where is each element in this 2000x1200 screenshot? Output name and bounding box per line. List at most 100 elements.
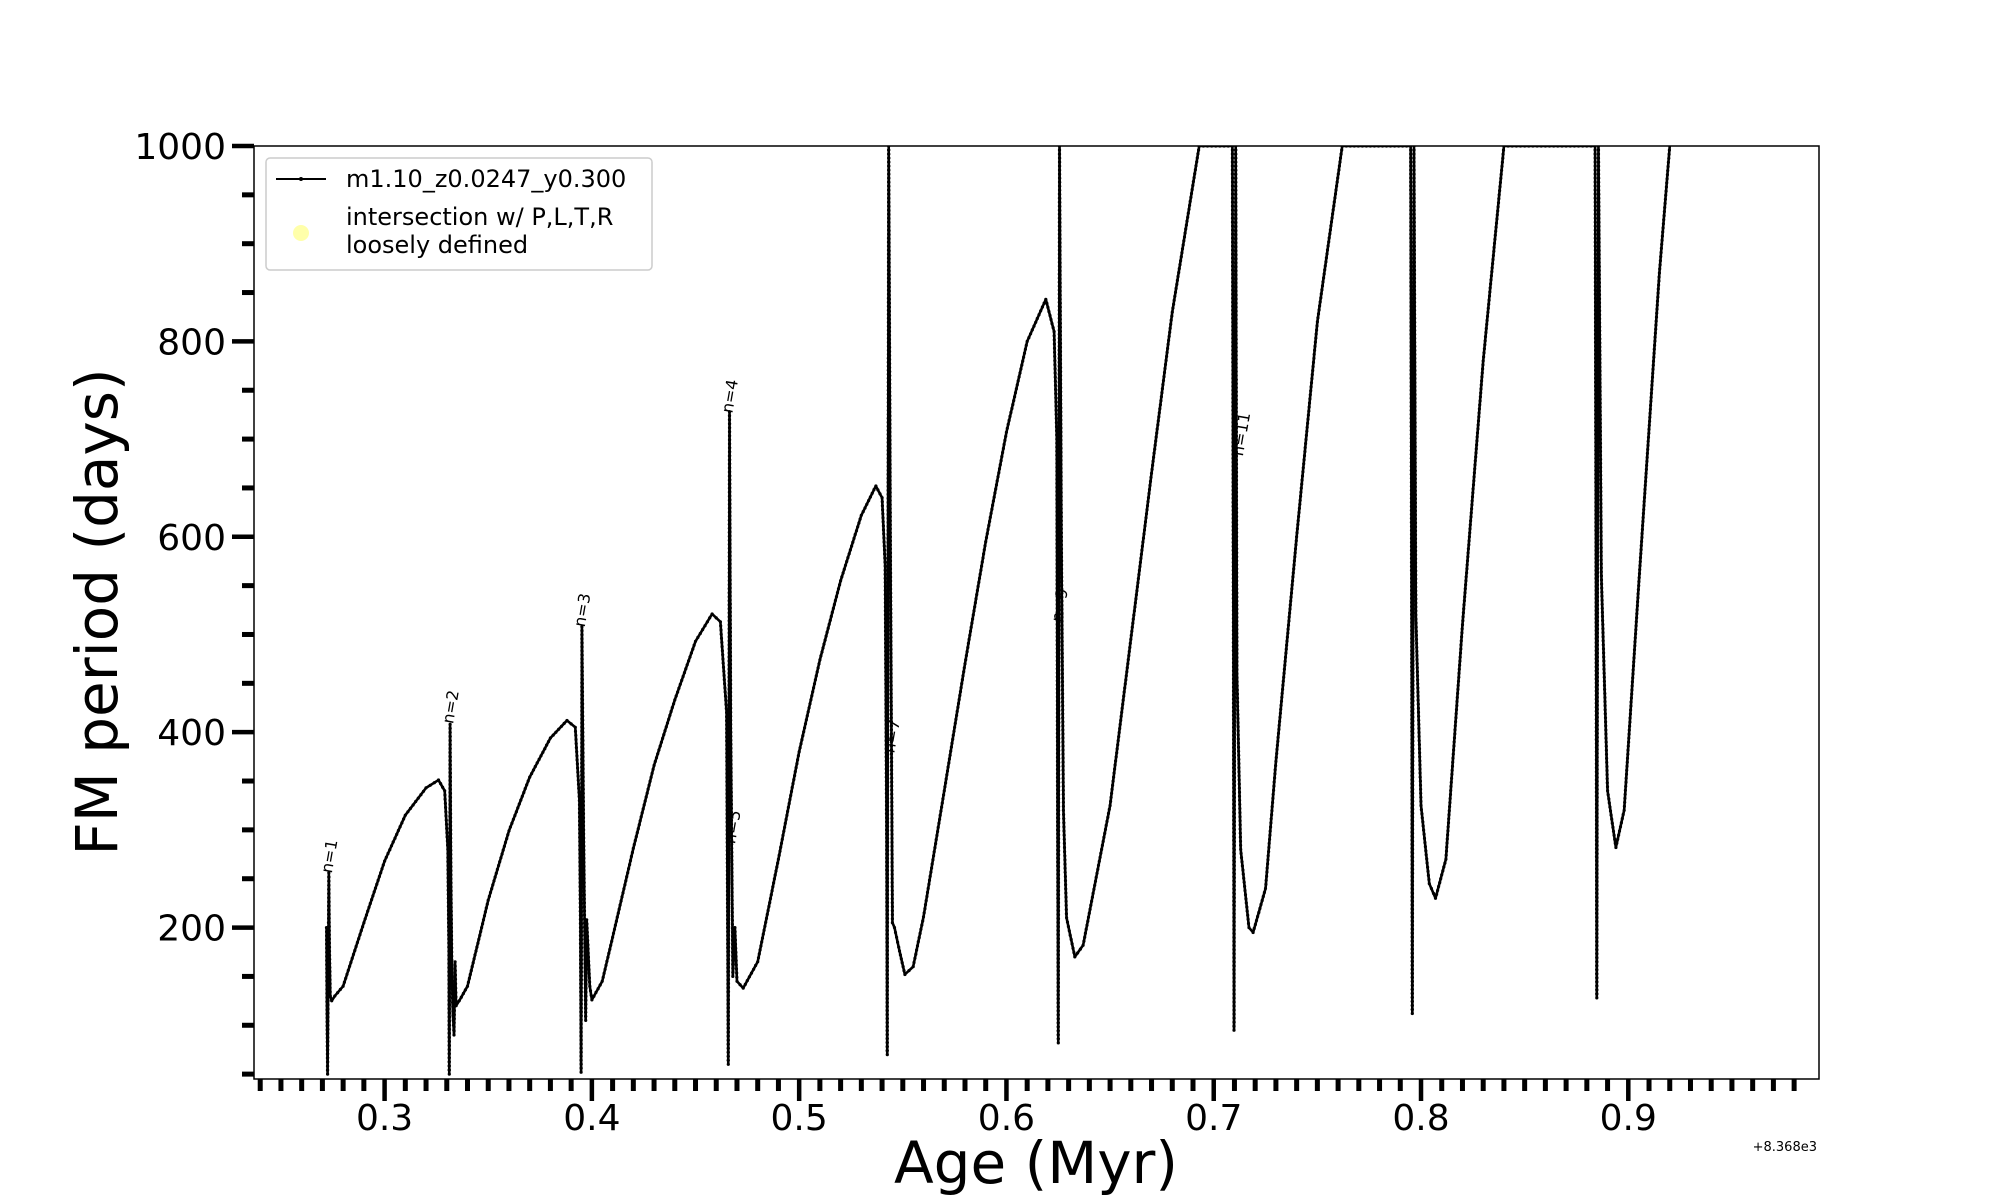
series-point — [1458, 663, 1462, 667]
series-point — [1232, 992, 1236, 996]
series-point — [1232, 856, 1236, 860]
series-point — [726, 1034, 730, 1038]
series-point — [763, 924, 767, 928]
series-point — [1413, 320, 1417, 324]
series-point — [328, 957, 332, 961]
series-point — [945, 769, 950, 773]
series-point — [1060, 635, 1064, 640]
series-point — [728, 650, 733, 654]
series-point — [888, 466, 892, 470]
series-point — [1061, 712, 1065, 716]
series-point — [1595, 884, 1599, 888]
series-point — [326, 1007, 330, 1011]
series-point — [728, 442, 732, 446]
series-point — [1234, 434, 1238, 438]
series-point — [1057, 580, 1061, 585]
series-point — [887, 341, 892, 345]
series-point — [645, 791, 649, 795]
series-point — [1449, 788, 1453, 793]
series-point — [726, 1018, 731, 1022]
series-point — [1234, 289, 1238, 293]
series-point — [1300, 474, 1305, 478]
series-point — [1232, 828, 1236, 832]
series-point — [1237, 770, 1241, 774]
series-point — [1473, 467, 1477, 471]
series-point — [886, 616, 890, 621]
series-point — [886, 524, 890, 529]
series-point — [1234, 265, 1238, 269]
series-point — [1412, 252, 1416, 256]
series-point — [1148, 479, 1153, 483]
series-point — [1409, 280, 1413, 284]
series-point — [548, 736, 553, 740]
series-point — [1057, 801, 1061, 805]
series-point — [1448, 805, 1452, 809]
series-point — [1233, 723, 1237, 727]
series-point — [619, 899, 623, 903]
series-point — [1059, 490, 1063, 495]
series-point — [449, 909, 453, 913]
series-point — [1470, 507, 1474, 511]
series-point — [874, 484, 878, 488]
series-point — [665, 721, 670, 725]
series-point — [1058, 229, 1062, 233]
series-point — [449, 869, 453, 873]
series-point — [728, 550, 732, 554]
series-point — [728, 634, 733, 638]
series-point — [1593, 272, 1597, 276]
series-point — [581, 791, 585, 795]
series-point — [888, 531, 892, 535]
series-point — [1062, 812, 1066, 817]
series-point — [1419, 808, 1423, 812]
series-point — [1490, 266, 1494, 270]
series-point — [727, 905, 731, 909]
series-point — [883, 552, 887, 556]
series-point — [729, 802, 734, 806]
series-point — [1595, 956, 1599, 960]
series-point — [854, 529, 859, 533]
series-point — [581, 799, 586, 804]
series-point — [1061, 772, 1065, 776]
series-point — [887, 281, 891, 285]
series-point — [1109, 799, 1113, 804]
series-point — [1427, 882, 1431, 886]
series-point — [727, 796, 731, 800]
series-point — [1064, 883, 1068, 887]
series-point — [1232, 807, 1236, 812]
series-point — [888, 410, 892, 414]
series-point — [1063, 854, 1067, 858]
series-point — [1411, 619, 1415, 623]
series-point — [1236, 721, 1240, 725]
series-point — [344, 976, 348, 980]
series-point — [1237, 786, 1241, 790]
series-point — [326, 1015, 330, 1019]
series-point — [886, 688, 890, 693]
series-point — [1413, 356, 1417, 360]
series-point — [1231, 352, 1235, 356]
series-point — [1409, 164, 1413, 168]
series-point — [1278, 711, 1282, 715]
series-point — [735, 971, 739, 975]
series-point — [696, 635, 700, 640]
series-point — [579, 1058, 583, 1062]
series-point — [1057, 741, 1061, 745]
series-point — [441, 785, 445, 789]
series-point — [1483, 339, 1487, 343]
series-point — [1326, 244, 1330, 248]
series-point — [1474, 455, 1478, 459]
series-point — [1477, 411, 1481, 415]
series-point — [449, 881, 453, 885]
series-point — [1413, 441, 1417, 445]
series-point — [1182, 239, 1186, 243]
series-point — [1056, 969, 1060, 973]
series-point — [1471, 487, 1475, 491]
series-point — [888, 507, 892, 511]
series-point — [1413, 517, 1417, 521]
series-point — [1411, 835, 1415, 839]
series-point — [1446, 825, 1450, 829]
series-point — [1232, 968, 1236, 972]
series-point — [1058, 309, 1062, 313]
series-point — [1409, 284, 1413, 288]
series-point — [338, 987, 342, 992]
